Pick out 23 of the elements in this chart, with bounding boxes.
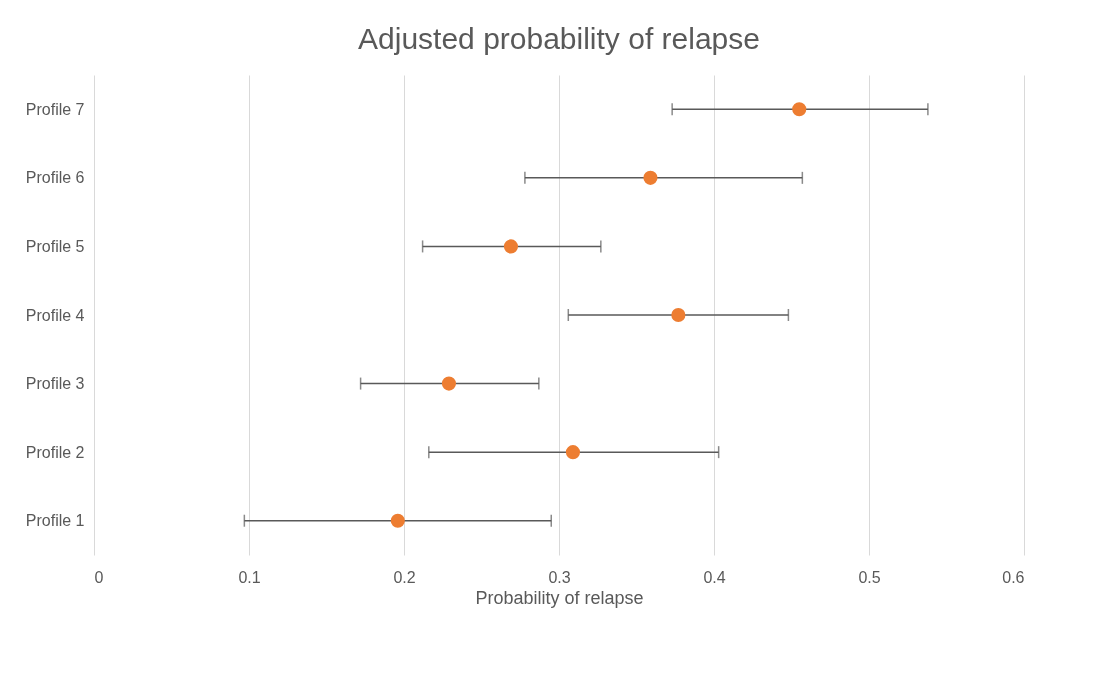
- x-tick-label: 0.5: [858, 568, 881, 586]
- y-tick-label: Profile 2: [25, 443, 85, 461]
- y-tick-label: Profile 6: [25, 169, 85, 187]
- x-tick-label: 0.4: [703, 568, 726, 586]
- x-tick-label: 0: [94, 568, 104, 586]
- point: [441, 376, 457, 391]
- x-axis-title: Probability of relapse: [475, 587, 644, 608]
- x-tick-label: 0.3: [548, 568, 571, 586]
- y-tick-label: Profile 3: [25, 375, 85, 393]
- y-tick-label: Profile 4: [25, 306, 85, 324]
- point: [671, 307, 686, 323]
- y-tick-label: Profile 1: [25, 512, 85, 530]
- x-tick-label: 0.1: [238, 568, 261, 586]
- point: [390, 513, 405, 528]
- point: [565, 445, 581, 460]
- x-tick-label: 0.6: [1002, 568, 1025, 586]
- y-tick-label: Profile 7: [25, 100, 85, 118]
- point: [503, 239, 519, 254]
- chart-title: Adjusted probability of relapse: [358, 22, 760, 55]
- x-tick-label: 0.2: [393, 568, 416, 586]
- point: [792, 102, 807, 117]
- y-tick-label: Profile 5: [25, 237, 85, 255]
- point: [643, 170, 658, 185]
